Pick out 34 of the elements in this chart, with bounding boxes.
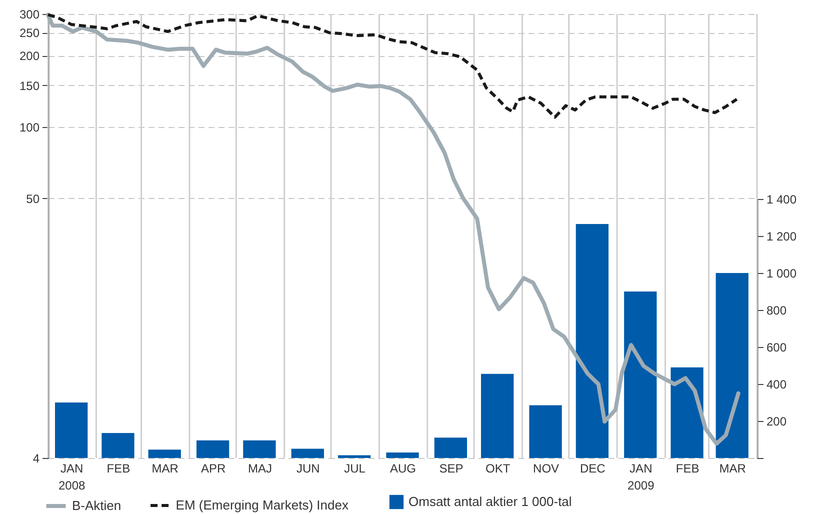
- y-tick-label: 250: [19, 26, 40, 40]
- y2-tick-label: 1 000: [766, 266, 797, 281]
- x-tick-label: MAR: [152, 462, 179, 476]
- y2-tick-label: 800: [766, 304, 787, 318]
- y2-tick-label: 1 400: [766, 192, 797, 207]
- x-tick-label: JUN: [296, 462, 320, 476]
- x-tick-label: AUG: [390, 462, 416, 476]
- x-tick-label: APR: [200, 462, 226, 476]
- x-tick-label: NOV: [533, 462, 560, 476]
- y2-tick-label: 200: [766, 414, 787, 428]
- x-tick-label: JUL: [344, 462, 366, 476]
- y-tick-label: 100: [19, 120, 40, 134]
- y-tick-label: 50: [26, 192, 40, 206]
- y-tick-label: 150: [19, 78, 40, 93]
- y2-tick-label: 400: [766, 378, 787, 392]
- line-series: [46, 12, 740, 446]
- y2-tick-label: 600: [766, 340, 787, 355]
- x-tick-label: FEB: [106, 462, 130, 476]
- x-tick-label: FEB: [676, 462, 700, 476]
- x-tick-label: JAN 2008: [58, 462, 86, 492]
- x-tick-label: OKT: [486, 462, 511, 476]
- y-tick-label: 300: [19, 8, 40, 22]
- x-tick-label: JAN 2009: [628, 462, 655, 492]
- y-tick-label: 4: [32, 452, 40, 466]
- legend-label: Omsatt antal aktier 1 000-tal: [408, 494, 572, 509]
- line-series: [46, 13, 738, 119]
- legend-label: B-Aktien: [72, 498, 122, 513]
- x-tick-label: MAR: [719, 462, 746, 476]
- legend-label: EM (Emerging Markets) Index: [176, 498, 349, 512]
- y-tick-label: 200: [19, 49, 40, 64]
- y2-tick-label: 1 200: [766, 230, 797, 244]
- x-tick-label: SEP: [439, 462, 464, 476]
- x-tick-label: DEC: [580, 462, 606, 476]
- x-tick-label: MAJ: [248, 462, 272, 476]
